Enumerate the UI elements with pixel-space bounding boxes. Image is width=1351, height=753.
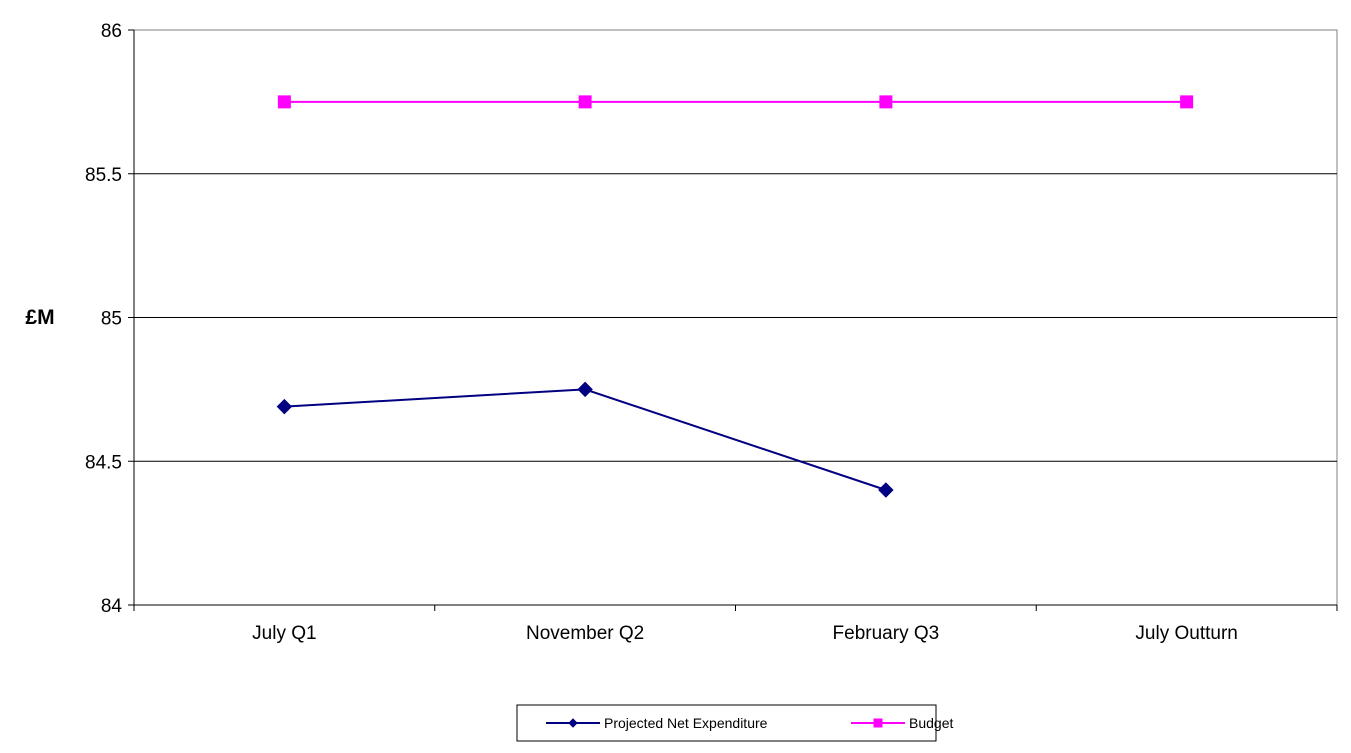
x-tick-label: July Outturn [1135,623,1237,644]
y-tick-label: 84.5 [85,452,122,473]
x-tick-label: November Q2 [526,623,644,644]
legend: Projected Net Expenditure Budget [516,704,953,742]
data-point [276,398,293,415]
data-point [277,95,291,109]
data-point [577,381,593,398]
legend-marker [568,718,578,728]
y-tick-label: 85 [101,309,122,330]
legend-label: Budget [909,715,953,731]
y-axis-label: £M [25,306,54,329]
x-tick-label: July Q1 [252,623,316,644]
legend-label: Projected Net Expenditure [604,715,768,731]
series-group [276,95,1194,498]
x-axis-ticks: July Q1 November Q2 February Q3 July Outtur… [133,604,1338,644]
data-point [578,95,592,109]
y-tick-label: 84 [101,596,123,617]
legend-items: Projected Net Expenditure Budget [546,715,953,731]
y-tick-label: 85.5 [85,165,122,186]
series-0 [276,381,894,498]
data-point [878,482,894,498]
series-1 [277,95,1194,109]
data-point [1180,95,1194,109]
y-axis-ticks: 84 84.5 85 85.5 86 [85,21,135,617]
legend-marker [873,718,883,728]
y-tick-label: 86 [101,21,122,42]
grid-lines [134,173,1337,462]
x-tick-label: February Q3 [833,623,940,644]
data-point [879,95,893,109]
